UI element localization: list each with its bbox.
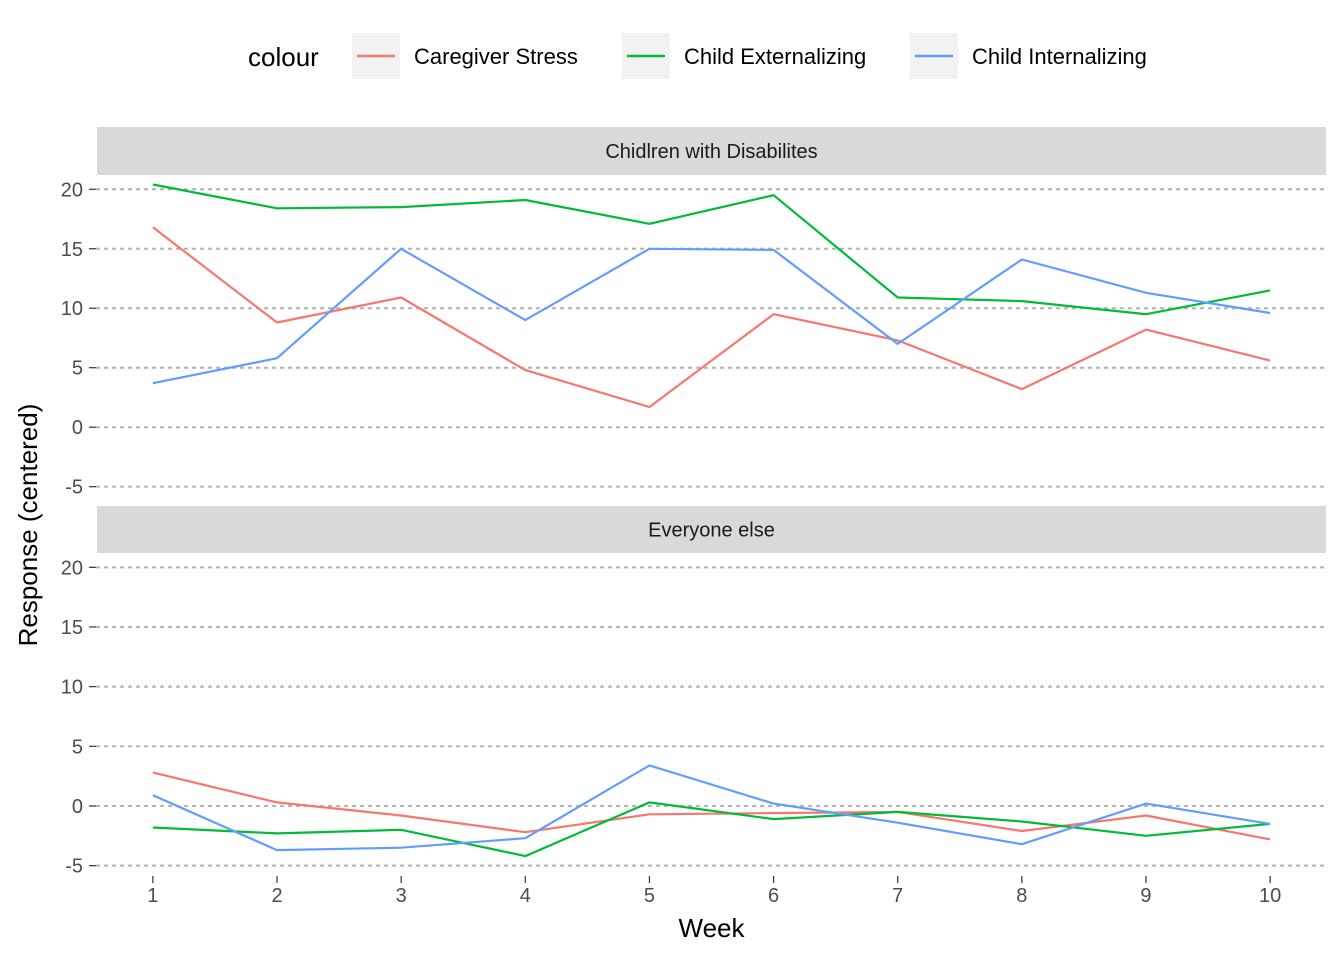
- y-tick-label: -5: [65, 856, 83, 878]
- series-line: [152, 226, 1271, 409]
- series-line: [152, 183, 1271, 316]
- legend-label: Child Internalizing: [972, 44, 1147, 69]
- y-tick-label: 15: [61, 617, 83, 639]
- x-tick-label: 5: [644, 885, 655, 907]
- x-axis: 1 2 3 4 5 6 7 8 9 10: [147, 876, 1281, 907]
- x-tick-label: 8: [1016, 885, 1027, 907]
- y-tick-label: 0: [72, 417, 83, 439]
- x-tick-label: 4: [520, 885, 531, 907]
- series-line: [152, 764, 1271, 852]
- y-tick-label: 10: [61, 298, 83, 320]
- facet-strip-label: Everyone else: [648, 520, 775, 542]
- legend-entry: Child Externalizing: [622, 33, 866, 79]
- legend-label: Child Externalizing: [684, 44, 866, 69]
- y-tick-label: 20: [61, 179, 83, 201]
- y-tick-label: 0: [72, 796, 83, 818]
- x-tick-label: 2: [271, 885, 282, 907]
- x-axis-title: Week: [679, 913, 746, 943]
- y-tick-label: 15: [61, 239, 83, 261]
- legend-entry: Caregiver Stress: [352, 33, 578, 79]
- x-tick-label: 10: [1259, 885, 1281, 907]
- facet-strip: [97, 506, 1326, 553]
- legend-label: Caregiver Stress: [414, 44, 578, 69]
- facet-panel: Everyone else -5 0 5 10 15 20: [61, 506, 1328, 878]
- legend: colour Caregiver Stress Child Externalizin…: [248, 33, 1147, 79]
- y-tick-label: 5: [72, 358, 83, 380]
- x-tick-label: 9: [1140, 885, 1151, 907]
- legend-title: colour: [248, 42, 319, 72]
- x-tick-label: 1: [147, 885, 158, 907]
- facet-panels: Chidlren with Disabilites-505101520Every…: [61, 127, 1328, 878]
- series-line: [152, 771, 1271, 841]
- facet-strip: [97, 127, 1326, 175]
- facet-panel: Chidlren with Disabilites -5 0 5 10 15 20: [61, 127, 1328, 499]
- y-tick-label: 20: [61, 557, 83, 579]
- y-tick-label: 5: [72, 736, 83, 758]
- series-line: [152, 801, 1271, 858]
- series-line: [152, 247, 1271, 385]
- x-tick-label: 7: [892, 885, 903, 907]
- y-tick-label: 10: [61, 677, 83, 699]
- y-tick-label: -5: [65, 477, 83, 499]
- x-tick-label: 6: [768, 885, 779, 907]
- facet-strip-label: Chidlren with Disabilites: [605, 141, 817, 163]
- y-axis-title: Response (centered): [13, 404, 43, 647]
- x-tick-label: 3: [396, 885, 407, 907]
- legend-entry: Child Internalizing: [910, 33, 1147, 79]
